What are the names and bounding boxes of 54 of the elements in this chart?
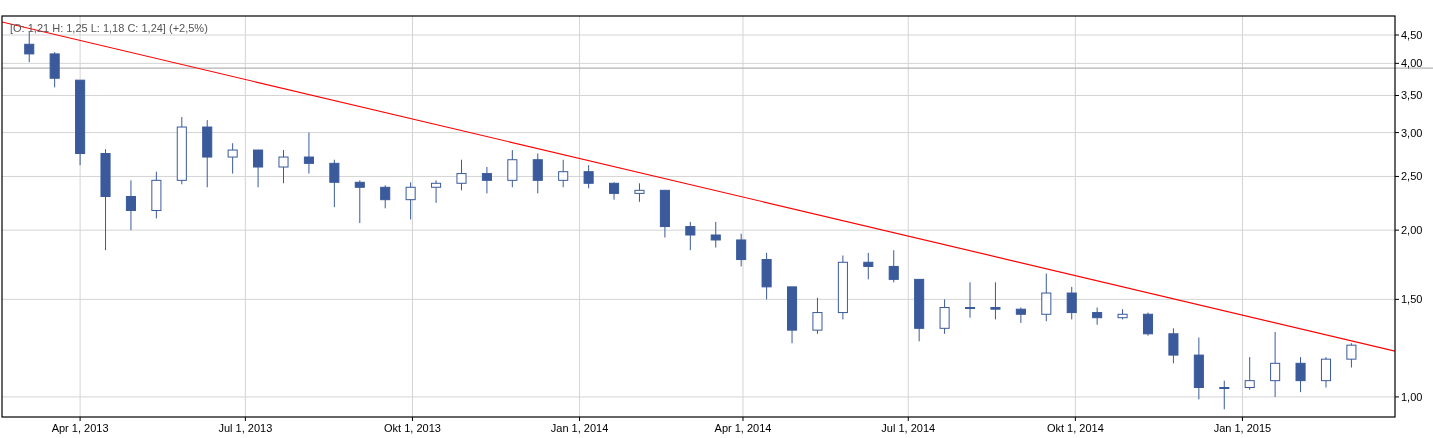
candlestick (583, 164, 594, 189)
x-tick-label: Okt 1, 2014 (1046, 422, 1104, 434)
candlestick (1219, 380, 1230, 410)
y-tick-label: 2,00 (1401, 224, 1423, 237)
candlestick (1066, 286, 1077, 320)
x-tick-label: Apr 1, 2013 (51, 422, 109, 434)
candlestick (481, 166, 492, 194)
candlestick (1092, 307, 1103, 326)
candlestick (812, 297, 823, 335)
candlestick (532, 153, 543, 194)
candlestick (1346, 342, 1357, 369)
candlestick (1041, 273, 1052, 322)
x-tick-label: Jul 1, 2014 (881, 422, 936, 434)
y-tick-label: 1,50 (1401, 293, 1423, 306)
candlestick (1270, 331, 1281, 398)
candlestick (685, 221, 696, 251)
candlestick (354, 179, 365, 224)
candlestick (1244, 356, 1255, 391)
y-tick-label: 3,50 (1401, 89, 1423, 102)
candlestick (558, 159, 569, 188)
candlestick (303, 132, 314, 175)
candlestick (431, 179, 442, 204)
x-tick-label: Okt 1, 2013 (384, 422, 441, 434)
candlestick (125, 179, 136, 231)
y-tick-label: 3,00 (1401, 126, 1423, 139)
candlestick (507, 149, 518, 188)
candlestick (990, 281, 1001, 320)
candlestick (888, 249, 899, 283)
candlestick (1142, 312, 1154, 337)
candlestick (380, 184, 391, 209)
candlestick (939, 298, 950, 335)
x-tick-label: Apr 1, 2014 (714, 422, 772, 434)
candlestick (278, 149, 289, 184)
candlestick (1295, 356, 1306, 393)
y-tick-label: 1,00 (1401, 390, 1423, 403)
y-tick-label: 4,50 (1401, 29, 1423, 42)
candlestick (456, 159, 467, 191)
candlestick (253, 149, 264, 188)
candlestick (964, 281, 976, 319)
candlestick (736, 233, 747, 267)
candlestick (634, 182, 645, 203)
candlestick (1168, 327, 1179, 364)
candlestick (1320, 356, 1332, 388)
candlestick (1015, 307, 1026, 324)
x-tick-label: Jan 1, 2014 (550, 422, 609, 434)
x-tick-label: Jul 1, 2013 (218, 422, 273, 434)
candlestick (710, 221, 721, 249)
candlestick (863, 252, 874, 280)
y-tick-label: 4,00 (1401, 57, 1423, 70)
candlestick (329, 159, 340, 208)
y-tick-label: 2,50 (1401, 170, 1423, 183)
x-tick-label: Jan 1, 2015 (1213, 422, 1272, 434)
candlestick (405, 181, 416, 221)
candlestick (227, 142, 238, 175)
